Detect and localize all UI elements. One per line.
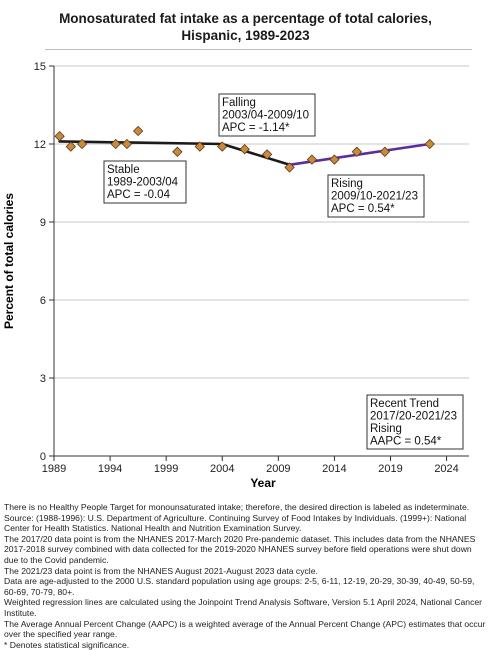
data-point [306, 154, 318, 165]
annotation-line: 1989-2003/04 [107, 177, 179, 189]
x-tick-label: 2009 [266, 463, 290, 475]
y-tick-label: 9 [40, 217, 46, 229]
annotation-line: APC = -0.04 [107, 189, 171, 201]
x-axis-label: Year [250, 476, 276, 490]
data-point [239, 144, 250, 155]
data-point [261, 149, 273, 160]
data-point [54, 131, 65, 142]
footnote-line: * Denotes statistical significance. [4, 639, 130, 650]
data-points [54, 125, 435, 173]
annotation-line: Falling [222, 97, 256, 109]
data-point [284, 162, 295, 173]
annotation-line: Rising [370, 423, 402, 435]
annotation-line: Stable [107, 164, 140, 176]
data-point [132, 125, 144, 137]
x-tick-label: 2024 [434, 463, 458, 475]
annotation-box [103, 160, 187, 204]
annotation-line: APC = -1.14* [222, 122, 290, 134]
data-point [217, 141, 228, 152]
trend-segment [220, 142, 291, 167]
chart-title-line-2: Hispanic, 1989-2023 [181, 28, 310, 43]
footnote-line: The 2017/20 data point is from the NHANE… [4, 533, 476, 565]
annotation-line: 2009/10-2021/23 [331, 191, 418, 203]
data-point [65, 141, 76, 152]
data-point [76, 138, 88, 150]
data-point [379, 146, 391, 157]
annotation-line: Recent Trend [370, 398, 439, 410]
footnote-line: Weighted regression lines are calculated… [4, 597, 483, 618]
footnote-line: The 2021/23 data point is from the NHANE… [4, 565, 318, 576]
footnote-line: Data are age-adjusted to the 2000 U.S. s… [4, 576, 475, 597]
footnote-line: There is no Healthy People Target for mo… [4, 502, 470, 512]
trend-segment [58, 140, 224, 146]
x-tick-label: 2014 [322, 463, 346, 475]
annotation-line: APC = 0.54* [331, 203, 395, 215]
chart-title: Monosaturated fat intake as a percentage… [0, 10, 491, 44]
annotation-line: AAPC = 0.54* [370, 436, 442, 448]
x-tick-label: 1999 [154, 463, 178, 475]
y-tick-label: 0 [40, 451, 46, 463]
title-divider [45, 49, 472, 50]
y-tick-label: 3 [40, 373, 46, 385]
data-point [172, 146, 183, 157]
footnote-line: Source: (1988-1996): U.S. Department of … [4, 512, 467, 534]
y-tick-label: 12 [34, 139, 46, 151]
data-point [194, 141, 205, 152]
x-tick-label: 1994 [98, 463, 122, 475]
y-axis-label: Percent of total calories [2, 193, 16, 329]
footnote-line: The Average Annual Percent Change (AAPC)… [4, 618, 486, 640]
chart-svg: 0 3 6 9 12 15 1989 1994 1999 2004 2009 2014 2019 2024… [2, 61, 469, 490]
annotation-box [218, 93, 316, 137]
x-tick-label: 2004 [210, 463, 234, 475]
annotation-box [366, 394, 464, 450]
data-point [329, 154, 340, 165]
y-tick-label: 15 [34, 61, 46, 73]
footnotes: There is no Healthy People Target for mo… [4, 502, 488, 650]
y-tick-label: 6 [40, 295, 46, 307]
gridlines [54, 65, 469, 379]
data-point [110, 138, 121, 150]
data-point [121, 138, 133, 150]
data-point [424, 138, 435, 150]
x-tick-label: 1989 [42, 463, 66, 475]
chart-title-line-1: Monosaturated fat intake as a percentage… [59, 11, 432, 26]
x-tick-label: 2019 [378, 463, 402, 475]
axes: 0 3 6 9 12 15 1989 1994 1999 2004 2009 2014 2019 2024 [34, 61, 469, 475]
annotation-line: Rising [331, 178, 363, 190]
annotation-box [327, 174, 425, 218]
data-point [351, 146, 363, 157]
annotation-line: 2017/20-2021/23 [370, 411, 457, 423]
annotation-line: 2003/04-2009/10 [222, 110, 309, 122]
